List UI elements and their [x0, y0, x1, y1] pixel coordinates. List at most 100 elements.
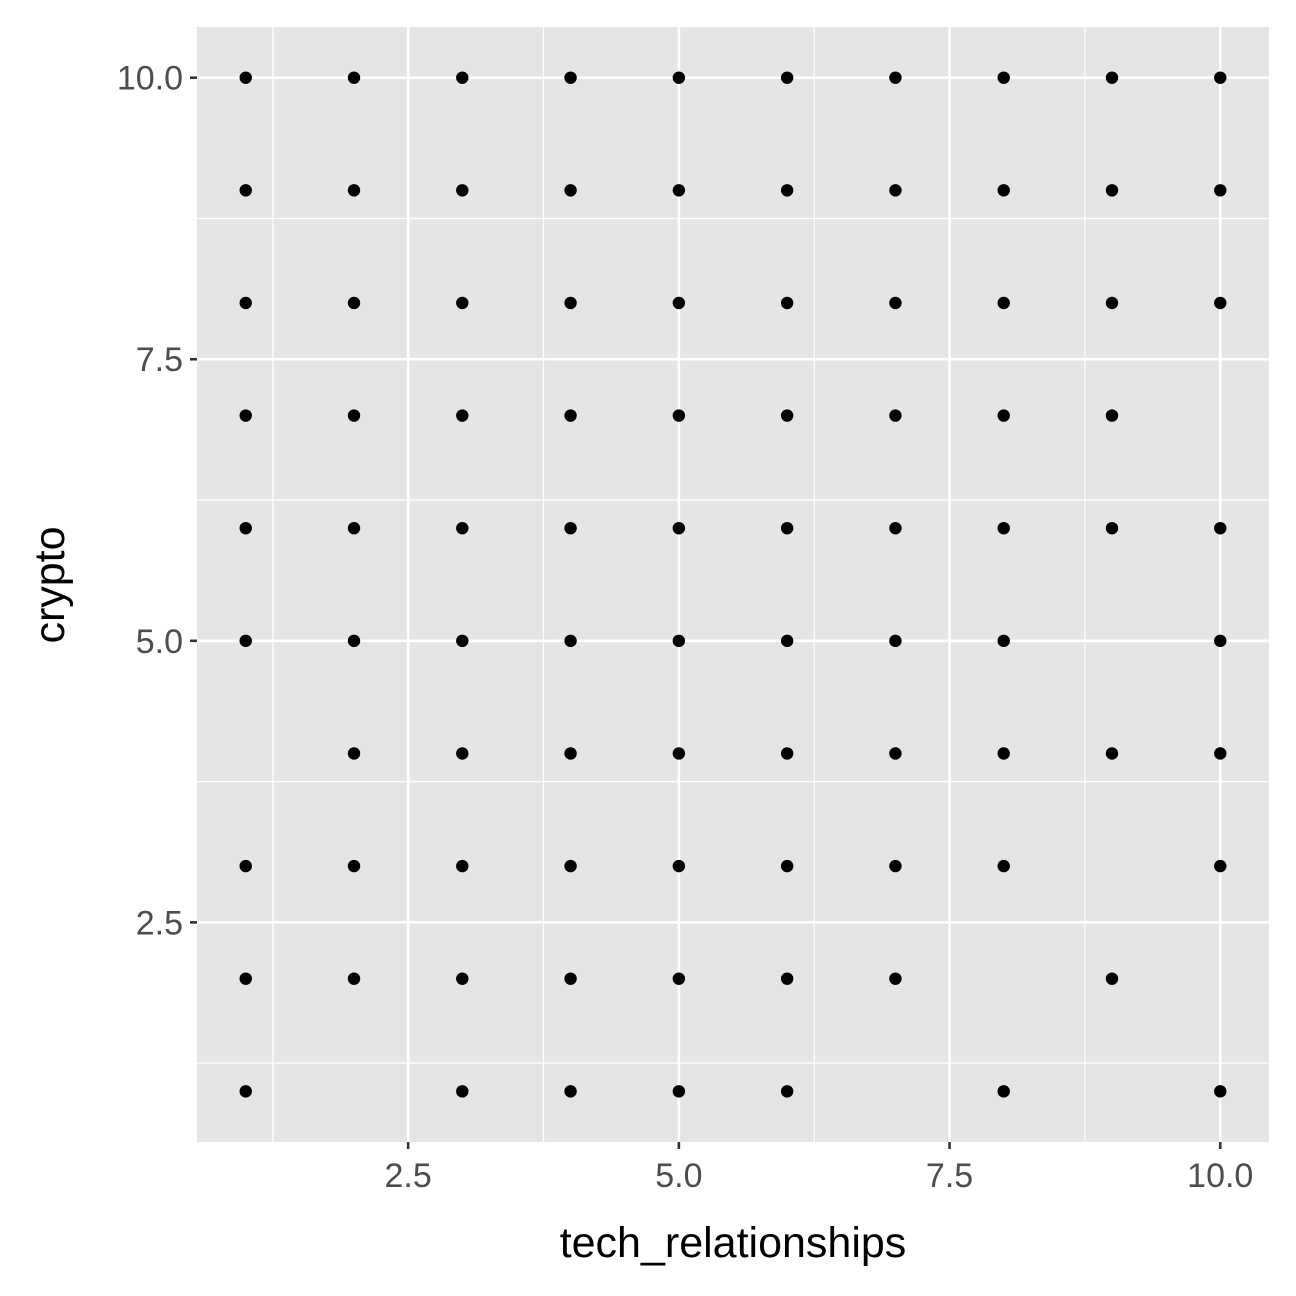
data-point — [347, 634, 361, 648]
data-point — [347, 972, 361, 985]
data-point — [997, 521, 1010, 535]
data-point — [997, 184, 1010, 197]
data-point — [347, 296, 361, 310]
data-point — [1214, 859, 1227, 873]
data-point — [780, 972, 794, 985]
data-point — [1105, 972, 1119, 985]
y-axis: 2.5 5.0 7.5 10.0 — [117, 60, 197, 942]
data-point — [564, 184, 577, 197]
data-point — [1105, 747, 1119, 760]
y-tick-label: 10.0 — [117, 60, 183, 98]
data-point — [239, 521, 252, 535]
data-point — [889, 972, 902, 985]
data-point — [1105, 71, 1119, 84]
data-point — [889, 409, 902, 422]
data-point — [672, 859, 686, 873]
data-point — [672, 409, 686, 422]
data-point — [889, 859, 902, 873]
data-point — [780, 1085, 794, 1098]
data-point — [889, 296, 902, 310]
data-point — [780, 184, 794, 197]
data-point — [672, 634, 686, 648]
data-point — [239, 1085, 252, 1098]
data-point — [564, 859, 577, 873]
data-point — [564, 71, 577, 84]
data-point — [1214, 747, 1227, 760]
data-point — [239, 409, 252, 422]
data-point — [1105, 184, 1119, 197]
minor-gridlines — [197, 27, 1269, 1142]
data-point — [239, 972, 252, 985]
data-point — [239, 184, 252, 197]
data-point — [889, 747, 902, 760]
data-point — [672, 184, 686, 197]
data-point — [997, 634, 1010, 648]
data-point — [672, 747, 686, 760]
data-point — [997, 409, 1010, 422]
data-point — [780, 634, 794, 648]
data-point — [780, 859, 794, 873]
data-point — [997, 296, 1010, 310]
x-axis-title: tech_relationships — [560, 1219, 907, 1267]
y-tick-label: 7.5 — [136, 341, 183, 379]
data-point — [564, 521, 577, 535]
data-point — [564, 1085, 577, 1098]
data-point — [672, 296, 686, 310]
data-point — [997, 1085, 1010, 1098]
x-tick-label: 10.0 — [1187, 1157, 1253, 1195]
plot-panel — [197, 27, 1269, 1142]
data-point — [672, 521, 686, 535]
data-point — [456, 972, 469, 985]
data-point — [672, 1085, 686, 1098]
data-point — [456, 859, 469, 873]
data-point — [1214, 71, 1227, 84]
data-point — [347, 747, 361, 760]
x-tick-label: 5.0 — [655, 1157, 702, 1195]
data-point — [347, 71, 361, 84]
data-point — [564, 972, 577, 985]
data-point — [239, 859, 252, 873]
x-tick-label: 7.5 — [926, 1157, 973, 1195]
data-point — [456, 296, 469, 310]
data-point — [239, 634, 252, 648]
data-point — [347, 409, 361, 422]
data-point — [239, 296, 252, 310]
x-axis: 2.5 5.0 7.5 10.0 — [385, 1142, 1253, 1195]
y-tick-label: 2.5 — [136, 904, 183, 942]
data-point — [780, 71, 794, 84]
data-point — [1105, 409, 1119, 422]
data-points — [239, 71, 1227, 1098]
major-gridlines — [197, 27, 1269, 1142]
data-point — [564, 747, 577, 760]
data-point — [1214, 296, 1227, 310]
data-point — [347, 184, 361, 197]
x-tick-label: 2.5 — [385, 1157, 432, 1195]
data-point — [889, 634, 902, 648]
data-point — [1105, 296, 1119, 310]
data-point — [672, 71, 686, 84]
data-point — [997, 71, 1010, 84]
data-point — [1214, 184, 1227, 197]
data-point — [672, 972, 686, 985]
data-point — [889, 184, 902, 197]
data-point — [347, 521, 361, 535]
data-point — [997, 859, 1010, 873]
data-point — [780, 521, 794, 535]
data-point — [239, 71, 252, 84]
data-point — [780, 409, 794, 422]
data-point — [780, 296, 794, 310]
data-point — [564, 296, 577, 310]
data-point — [1105, 521, 1119, 535]
data-point — [456, 184, 469, 197]
data-point — [456, 1085, 469, 1098]
data-point — [1214, 521, 1227, 535]
data-point — [456, 747, 469, 760]
data-point — [347, 859, 361, 873]
data-point — [1214, 634, 1227, 648]
data-point — [456, 634, 469, 648]
data-point — [997, 747, 1010, 760]
data-point — [1214, 1085, 1227, 1098]
y-axis-title: crypto — [26, 526, 74, 643]
data-point — [456, 409, 469, 422]
